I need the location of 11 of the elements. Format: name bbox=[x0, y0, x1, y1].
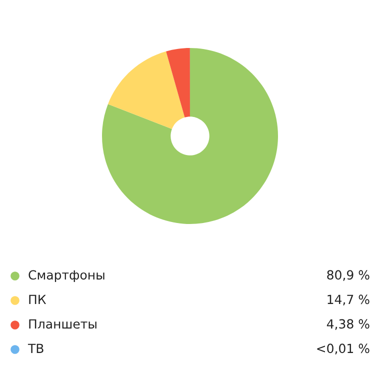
donut-slice bbox=[108, 51, 185, 129]
legend-label: Планшеты bbox=[29, 319, 96, 329]
donut-slice bbox=[166, 48, 190, 118]
data-label: 4,38 % bbox=[326, 319, 370, 330]
legend-label: ПК bbox=[29, 294, 46, 304]
legend-label: ТВ bbox=[28, 344, 44, 353]
donut-slice bbox=[102, 48, 278, 224]
legend-label: Смартфоны bbox=[28, 270, 104, 282]
data-label: <0,01 % bbox=[317, 344, 370, 354]
data-label: 14,7 % bbox=[328, 294, 370, 306]
data-label: 80,9 % bbox=[327, 270, 370, 281]
